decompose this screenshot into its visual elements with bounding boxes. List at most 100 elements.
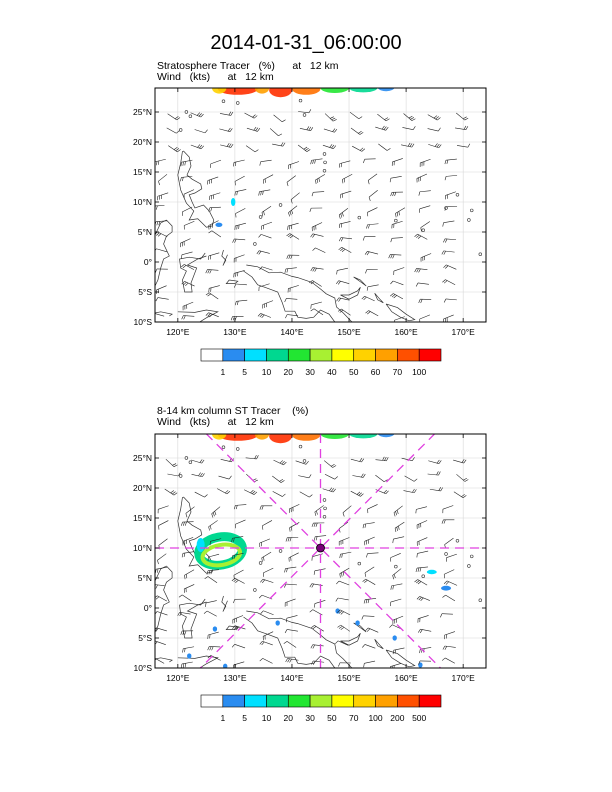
wind-barb — [205, 600, 217, 607]
tracer-area — [320, 88, 350, 93]
wind-barb — [208, 230, 222, 238]
coastline — [155, 311, 174, 317]
colorbar-label: 5 — [242, 367, 247, 377]
wind-barb — [336, 297, 350, 302]
wind-barb — [367, 504, 378, 514]
wind-barb — [378, 143, 391, 151]
lat-tick-label: 5°N — [138, 227, 152, 237]
wind-barb — [401, 142, 415, 148]
colorbar-label: 5 — [242, 713, 247, 723]
wind-barb — [375, 474, 388, 482]
island-outline — [178, 474, 183, 478]
wind-barb — [342, 173, 353, 184]
wind-barb — [404, 475, 418, 482]
wind-barb — [444, 158, 457, 165]
tracer-area — [269, 88, 292, 98]
wind-barb — [157, 505, 169, 514]
wind-barb — [338, 537, 350, 546]
wind-barb — [442, 594, 456, 602]
wind-barb — [283, 641, 297, 648]
island-outline — [421, 574, 425, 578]
island-outline — [467, 218, 471, 222]
wind-barb — [444, 175, 458, 181]
map-frame — [154, 433, 487, 669]
wind-barb — [350, 127, 364, 135]
colorbar-box — [287, 694, 311, 708]
wind-barb — [206, 569, 219, 575]
island-outline — [298, 98, 303, 103]
wind-barb — [180, 661, 193, 668]
tracer-area — [335, 608, 340, 614]
wind-barb — [375, 456, 389, 462]
wind-barb — [262, 631, 274, 641]
wind-barb — [245, 145, 259, 153]
wind-barb — [295, 460, 309, 465]
wind-barb — [287, 285, 299, 293]
wind-barb — [416, 520, 428, 529]
tracer-area — [222, 663, 228, 668]
wind-barb — [339, 221, 351, 228]
wind-barb — [299, 491, 313, 498]
colorbar-box — [244, 694, 267, 708]
wind-barb — [234, 189, 247, 196]
colorbar-box — [331, 348, 355, 362]
wind-barb — [362, 578, 376, 585]
colorbar-box — [309, 694, 333, 708]
colorbar-label: 1 — [220, 367, 225, 377]
island-outline — [322, 169, 327, 173]
wind-barb — [416, 173, 428, 183]
wind-barb — [273, 459, 287, 466]
tracer-area — [212, 626, 218, 632]
lon-tick-label: 120°E — [166, 673, 190, 683]
tracer-area — [320, 434, 350, 439]
coastline — [225, 279, 239, 284]
wind-barb — [183, 189, 195, 199]
island-outline — [444, 552, 448, 556]
wind-barb — [336, 580, 350, 586]
wind-barb — [368, 190, 378, 201]
wind-barb — [155, 248, 167, 253]
wind-barb — [338, 521, 349, 533]
wind-barb — [313, 535, 327, 541]
wind-barb — [156, 285, 167, 294]
tracer-area — [349, 434, 378, 439]
island-outline — [394, 218, 398, 223]
island-outline — [455, 539, 460, 543]
lon-tick-label: 120°E — [166, 327, 190, 337]
lon-tick-label: 160°E — [394, 327, 418, 337]
wind-barb — [415, 506, 428, 514]
wind-barb — [392, 568, 402, 580]
wind-barb — [259, 505, 273, 510]
colorbar-label: 40 — [327, 367, 337, 377]
lat-tick-label: 10°N — [133, 543, 152, 553]
wind-barb — [234, 222, 246, 230]
island-outline — [478, 598, 482, 602]
wind-barb — [165, 458, 178, 467]
tracer-area — [291, 88, 321, 95]
tracer-area — [355, 620, 360, 626]
wind-barb — [313, 568, 326, 575]
wind-barb — [446, 553, 457, 562]
coastline — [155, 219, 173, 287]
panel1-subtitle-2: Wind (kts) at 12 km — [157, 71, 274, 83]
coastline — [385, 649, 416, 668]
wind-barb — [231, 577, 245, 584]
coastline — [385, 303, 416, 322]
wind-barb — [235, 208, 246, 218]
wind-barb — [366, 223, 379, 229]
wind-barb — [418, 660, 432, 665]
wind-barb — [210, 159, 222, 168]
wind-barb — [208, 206, 221, 212]
wind-barb — [337, 624, 351, 632]
wind-barb — [181, 251, 193, 259]
wind-barb — [209, 538, 222, 546]
wind-barb — [419, 158, 431, 167]
wind-barb — [442, 505, 454, 514]
wind-barb — [338, 208, 349, 219]
wind-barb — [337, 609, 351, 616]
coastline — [246, 610, 353, 668]
colorbar-2: 1 5 10 20 30 50 70 100 200 500 — [200, 694, 442, 723]
wind-barb — [208, 220, 219, 230]
wind-barb — [393, 267, 405, 276]
tracer-area — [377, 434, 395, 438]
